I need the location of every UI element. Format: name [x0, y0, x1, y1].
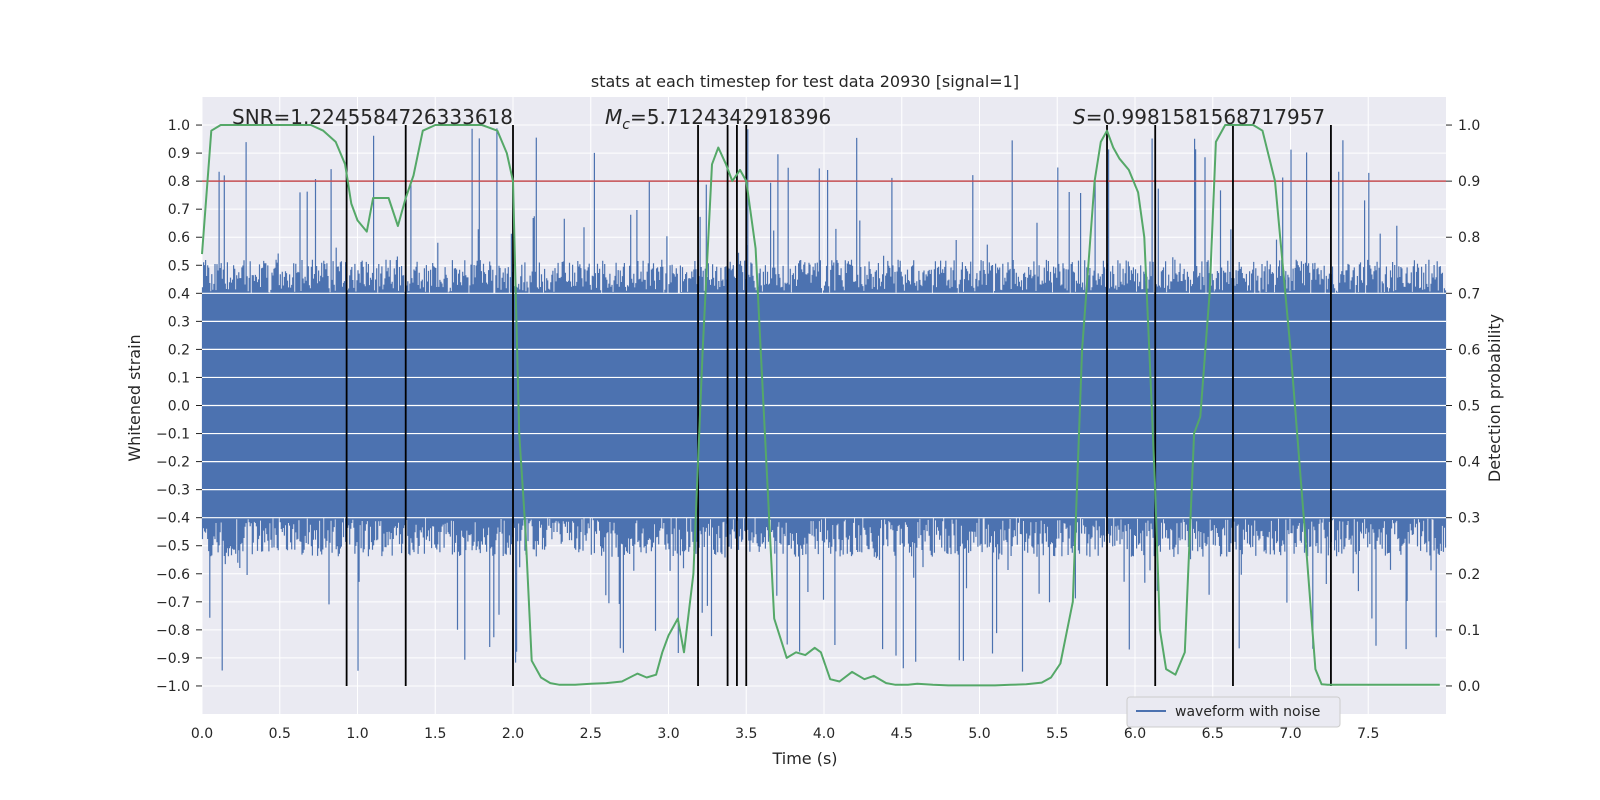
y-tick-label: −0.6	[156, 567, 190, 583]
y2-tick-label: 0.0	[1458, 679, 1480, 695]
waveform-with-noise-series	[201, 128, 1447, 672]
s-value: =0.9981581568717957	[1086, 105, 1325, 129]
y-tick-label: 0.4	[168, 286, 190, 302]
y2-tick-label: 0.2	[1458, 567, 1480, 583]
x-tick-label: 7.5	[1357, 726, 1379, 742]
y-tick-label: −1.0	[156, 679, 190, 695]
axes: 0.0 0.5 1.0 1.5 2.0 2.5 3.0 3.5 4.0 4.5 5.0 5.5 6.0 6…	[156, 118, 1480, 742]
y-tick-label: 0.7	[168, 202, 190, 218]
x-tick-label: 1.0	[346, 726, 368, 742]
x-axis-label: Time (s)	[771, 749, 837, 768]
x-tick-label: 4.5	[891, 726, 913, 742]
y2-tick-label: 0.1	[1458, 623, 1480, 639]
y-tick-label: −0.4	[156, 511, 190, 527]
detection-probability-line	[201, 124, 1440, 687]
x-tick-label: 5.0	[968, 726, 990, 742]
x-tick-label: 6.5	[1202, 726, 1224, 742]
y-tick-label: −0.8	[156, 623, 190, 639]
y2-tick-label: 0.6	[1458, 342, 1480, 358]
y2-tick-label: 0.8	[1458, 230, 1480, 246]
x-tick-label: 3.5	[735, 726, 757, 742]
x-tick-label: 2.5	[580, 726, 602, 742]
chirp-mass-value: =5.7124342918396	[630, 105, 831, 129]
x-tick-label: 1.5	[424, 726, 446, 742]
y-tick-label: 0.9	[168, 146, 190, 162]
legend-box	[1126, 696, 1341, 728]
x-tick-label: 0.5	[269, 726, 291, 742]
legend: waveform with noise	[1126, 696, 1341, 728]
y-tick-label: 0.5	[168, 258, 190, 274]
y-tick-label: −0.7	[156, 595, 190, 611]
s-symbol: S	[1073, 105, 1086, 129]
y2-tick-label: 0.7	[1458, 286, 1480, 302]
s-annotation: S=0.9981581568717957	[1073, 105, 1325, 129]
y-tick-label: −0.2	[156, 455, 190, 471]
y2-tick-label: 0.5	[1458, 399, 1480, 415]
y-axis-label: Whitened strain	[125, 334, 144, 461]
y-tick-label: 0.1	[168, 370, 190, 386]
x-tick-label: 0.0	[191, 726, 213, 742]
y2-axis-label: Detection probability	[1485, 314, 1504, 482]
chirp-mass-symbol: M	[605, 105, 622, 129]
chirp-mass-annotation: Mc=5.7124342918396	[605, 105, 831, 133]
y-tick-label: 0.0	[168, 399, 190, 415]
snr-annotation: SNR=1.2245584726333618	[232, 105, 513, 129]
y2-tick-label: 0.4	[1458, 455, 1480, 471]
legend-label-waveform: waveform with noise	[1175, 704, 1320, 720]
x-tick-label: 6.0	[1124, 726, 1146, 742]
chart-title: stats at each timestep for test data 209…	[591, 72, 1019, 91]
y-tick-label: 0.3	[168, 314, 190, 330]
y-tick-label: −0.9	[156, 651, 190, 667]
y2-tick-label: 1.0	[1458, 118, 1480, 134]
x-tick-label: 4.0	[813, 726, 835, 742]
y-tick-label: 0.6	[168, 230, 190, 246]
y-tick-label: 1.0	[168, 118, 190, 134]
x-tick-label: 5.5	[1046, 726, 1068, 742]
detection-probability-series	[201, 124, 1440, 687]
y-tick-label: 0.8	[168, 174, 190, 190]
x-tick-label: 3.0	[657, 726, 679, 742]
y2-tick-label: 0.3	[1458, 511, 1480, 527]
y-tick-label: −0.3	[156, 483, 190, 499]
x-tick-label: 7.0	[1279, 726, 1301, 742]
y-tick-label: −0.1	[156, 427, 190, 443]
y-tick-label: −0.5	[156, 539, 190, 555]
x-tick-label: 2.0	[502, 726, 524, 742]
chirp-mass-subscript: c	[622, 117, 630, 133]
y2-tick-label: 0.9	[1458, 174, 1480, 190]
y-tick-label: 0.2	[168, 342, 190, 358]
